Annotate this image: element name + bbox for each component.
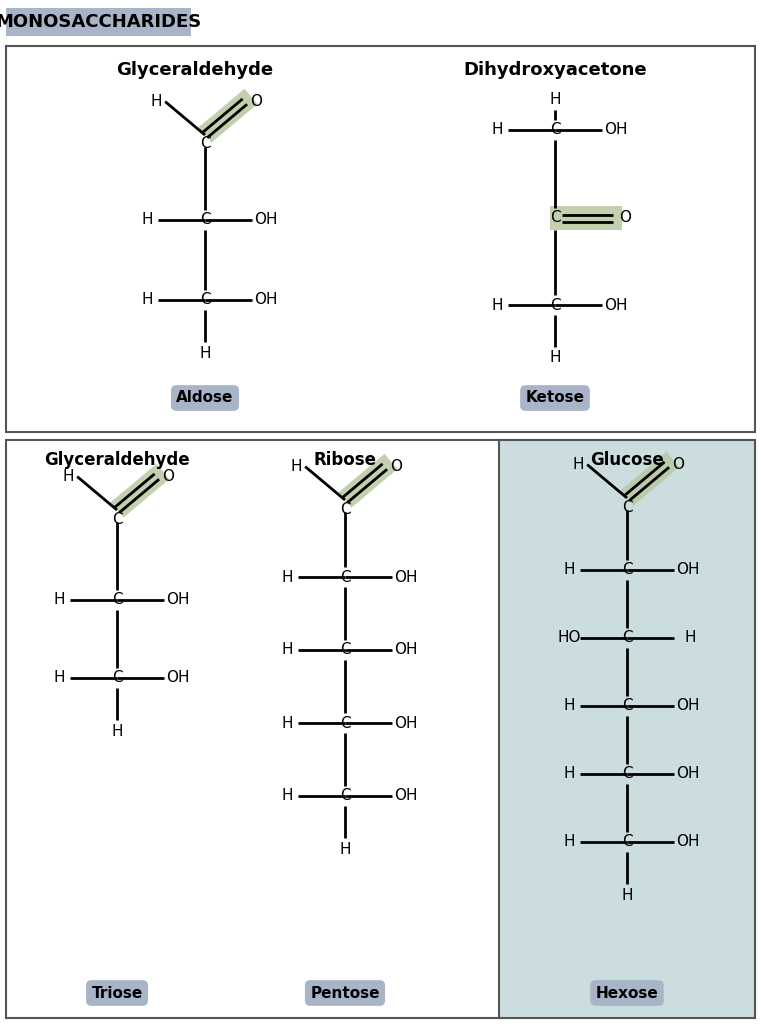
Text: Dihydroxyacetone: Dihydroxyacetone xyxy=(463,61,647,79)
Text: Ketose: Ketose xyxy=(526,390,584,406)
Text: O: O xyxy=(162,469,174,484)
Text: H: H xyxy=(199,345,211,360)
Text: H: H xyxy=(111,724,123,738)
Bar xyxy=(110,464,170,518)
Text: Ribose: Ribose xyxy=(314,451,377,469)
Text: Glucose: Glucose xyxy=(590,451,664,469)
Text: OH: OH xyxy=(677,562,700,578)
Text: Triose: Triose xyxy=(91,985,142,1000)
Text: OH: OH xyxy=(394,569,418,585)
Text: C: C xyxy=(549,123,560,137)
Bar xyxy=(6,440,755,1018)
Text: Aldose: Aldose xyxy=(177,390,234,406)
Bar xyxy=(339,454,397,508)
Text: C: C xyxy=(112,671,123,685)
Text: O: O xyxy=(250,94,262,110)
Text: H: H xyxy=(282,642,293,657)
Text: H: H xyxy=(563,698,575,714)
Bar xyxy=(550,206,622,230)
Text: OH: OH xyxy=(604,123,628,137)
Text: OH: OH xyxy=(604,298,628,312)
Text: C: C xyxy=(112,593,123,607)
Text: H: H xyxy=(142,293,153,307)
Text: C: C xyxy=(339,788,350,804)
Text: H: H xyxy=(62,469,74,484)
Text: H: H xyxy=(282,569,293,585)
Text: C: C xyxy=(199,136,210,152)
Bar xyxy=(6,46,755,432)
Text: H: H xyxy=(549,350,561,366)
Text: O: O xyxy=(619,211,631,225)
Text: OH: OH xyxy=(677,698,700,714)
Text: H: H xyxy=(142,213,153,227)
Text: H: H xyxy=(549,92,561,108)
Text: OH: OH xyxy=(677,767,700,781)
Text: C: C xyxy=(339,569,350,585)
Text: C: C xyxy=(622,500,632,514)
Bar xyxy=(6,8,191,36)
Text: H: H xyxy=(563,767,575,781)
Text: C: C xyxy=(339,502,350,516)
Text: Glyceraldehyde: Glyceraldehyde xyxy=(44,451,189,469)
Text: C: C xyxy=(199,213,210,227)
Bar xyxy=(620,452,680,506)
Text: Hexose: Hexose xyxy=(596,985,658,1000)
Text: OH: OH xyxy=(254,213,278,227)
Text: C: C xyxy=(622,562,632,578)
Text: MONOSACCHARIDES: MONOSACCHARIDES xyxy=(0,13,202,31)
Text: HO: HO xyxy=(557,631,581,645)
Text: H: H xyxy=(492,123,503,137)
Text: H: H xyxy=(563,562,575,578)
Bar xyxy=(199,89,257,142)
Text: O: O xyxy=(672,457,684,472)
Text: H: H xyxy=(282,716,293,730)
Bar xyxy=(499,440,755,1018)
Text: H: H xyxy=(282,788,293,804)
Text: H: H xyxy=(53,671,65,685)
Text: C: C xyxy=(339,642,350,657)
Text: C: C xyxy=(622,835,632,850)
Text: H: H xyxy=(53,593,65,607)
Text: OH: OH xyxy=(394,642,418,657)
Text: C: C xyxy=(112,512,123,526)
Text: OH: OH xyxy=(254,293,278,307)
Text: H: H xyxy=(291,459,302,474)
Text: H: H xyxy=(339,842,351,856)
Text: C: C xyxy=(622,698,632,714)
Text: H: H xyxy=(151,94,162,110)
Text: H: H xyxy=(621,888,632,902)
Text: OH: OH xyxy=(166,671,189,685)
Text: OH: OH xyxy=(677,835,700,850)
Text: OH: OH xyxy=(394,716,418,730)
Text: Pentose: Pentose xyxy=(310,985,380,1000)
Text: O: O xyxy=(390,459,402,474)
Text: C: C xyxy=(622,767,632,781)
Text: OH: OH xyxy=(166,593,189,607)
Text: OH: OH xyxy=(394,788,418,804)
Text: H: H xyxy=(572,457,584,472)
Text: C: C xyxy=(339,716,350,730)
Text: C: C xyxy=(549,298,560,312)
Text: H: H xyxy=(492,298,503,312)
Text: C: C xyxy=(199,293,210,307)
Text: H: H xyxy=(684,631,696,645)
Text: Glyceraldehyde: Glyceraldehyde xyxy=(116,61,273,79)
Text: C: C xyxy=(622,631,632,645)
Text: H: H xyxy=(563,835,575,850)
Text: C: C xyxy=(549,211,560,225)
